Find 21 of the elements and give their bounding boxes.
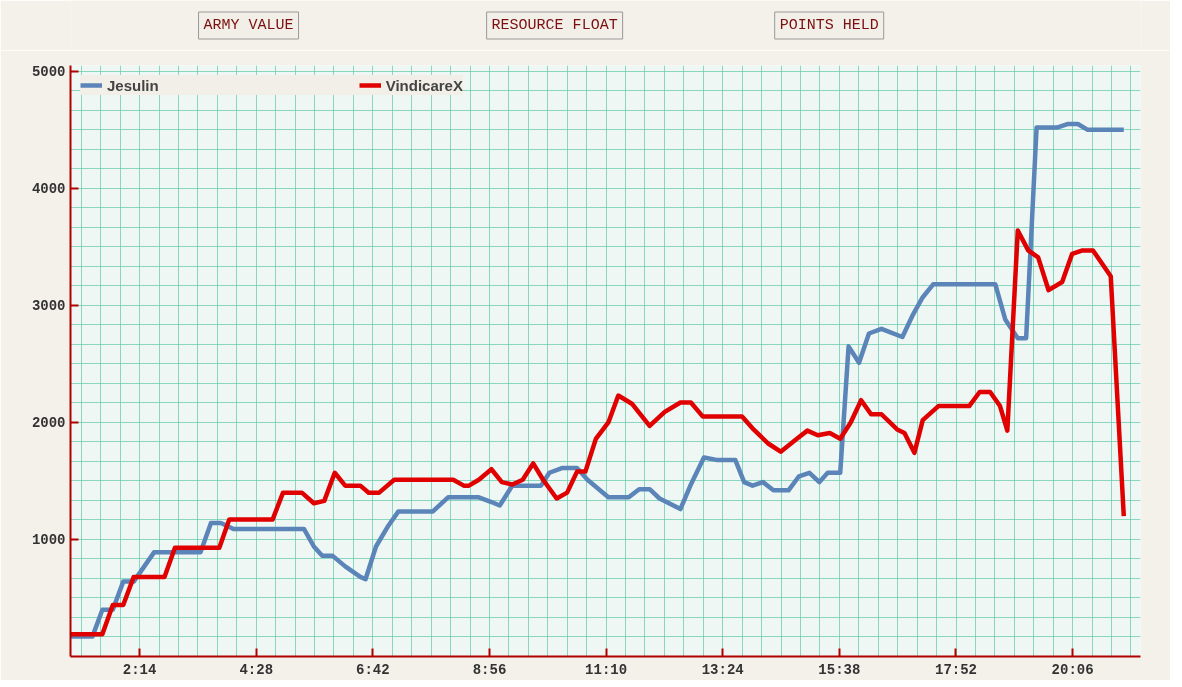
y-tick-label: 3000: [31, 298, 66, 315]
legend-label: VindicareX: [385, 76, 463, 94]
x-tick-label: 8:56: [472, 661, 507, 678]
x-tick-label: 17:52: [934, 661, 977, 678]
line-series: [70, 121, 1127, 639]
y-tick-label: 5000: [31, 64, 66, 81]
line-series: [70, 228, 1127, 637]
y-tick-label: 2000: [31, 415, 66, 432]
x-tick-label: 13:24: [701, 661, 744, 678]
text: ARMY VALUE: [203, 17, 294, 34]
y-tick-label: 1000: [31, 532, 66, 549]
x-tick-label: 15:38: [818, 661, 861, 678]
text: POINTS HELD: [779, 17, 879, 34]
x-tick-label: 20:06: [1051, 661, 1094, 678]
text: RESOURCE FLOAT: [491, 17, 618, 34]
legend-label: Jesulin: [107, 76, 159, 94]
x-tick-label: 6:42: [356, 661, 390, 678]
x-tick-label: 11:10: [585, 661, 628, 678]
x-tick-label: 2:14: [122, 661, 157, 678]
x-tick-label: 4:28: [239, 661, 274, 678]
y-tick-label: 4000: [31, 181, 66, 198]
